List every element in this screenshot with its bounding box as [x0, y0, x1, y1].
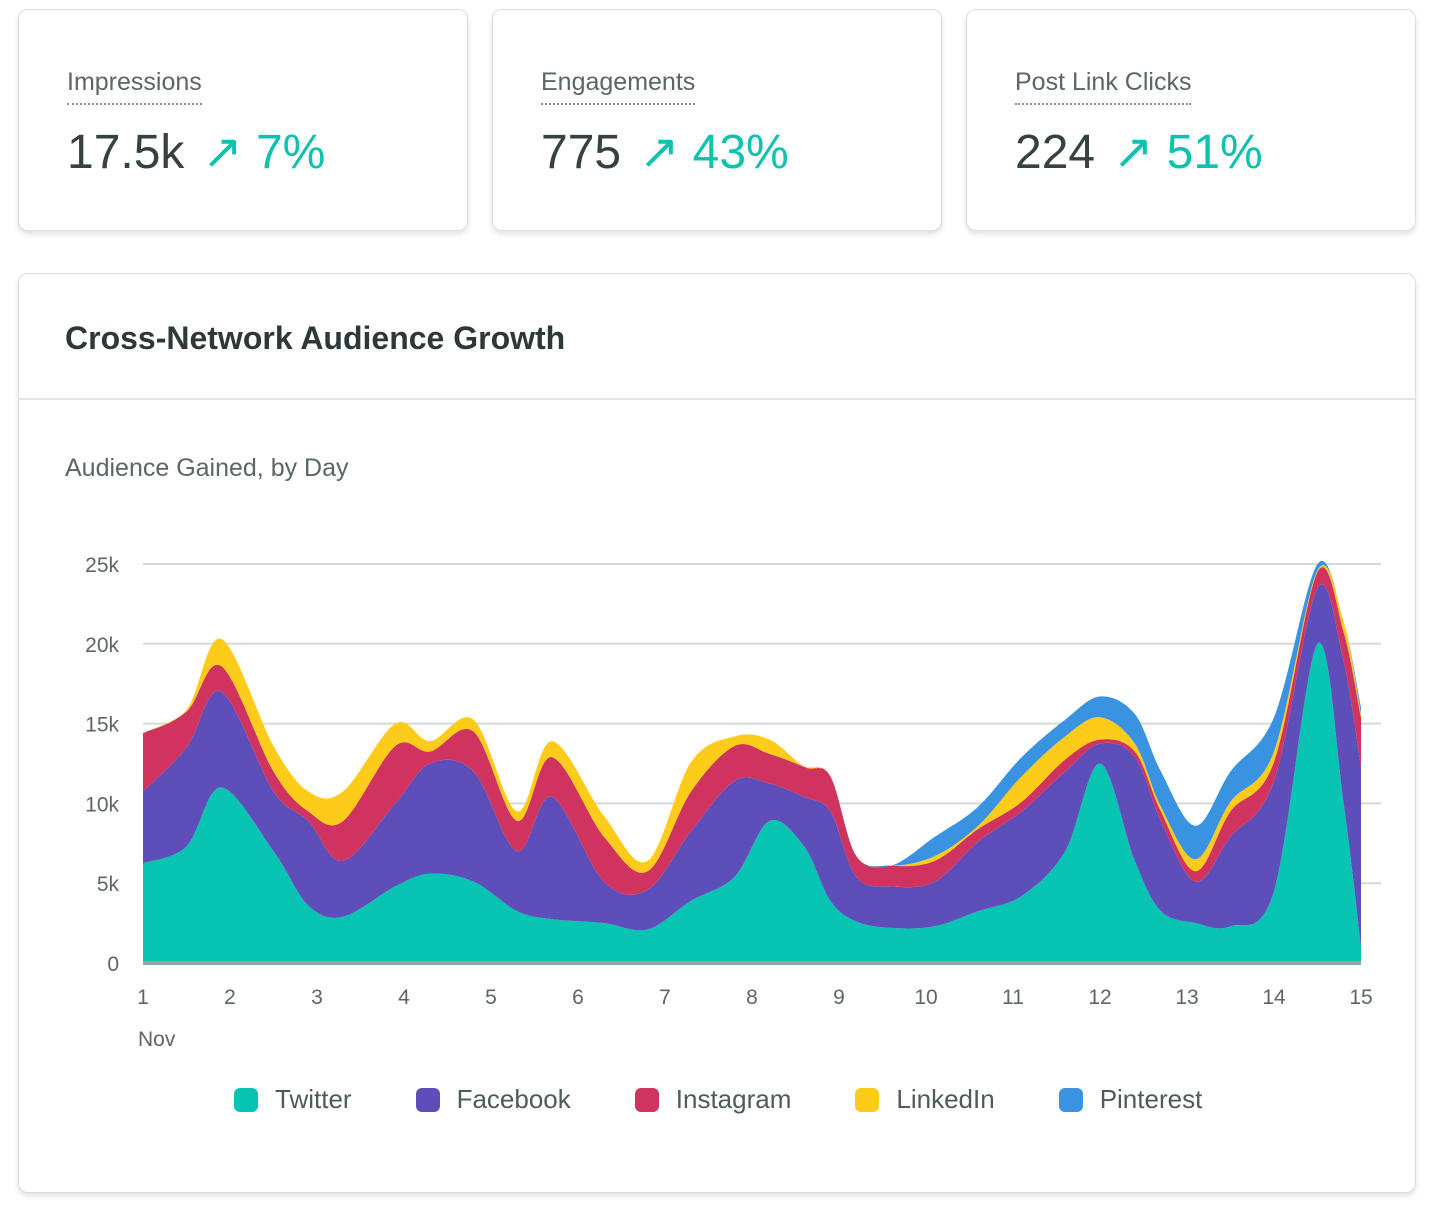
legend-label: Instagram	[675, 1084, 792, 1114]
x-tick-label: 3	[311, 986, 323, 1009]
y-tick-label: 10k	[85, 793, 119, 816]
y-tick-label: 15k	[85, 714, 119, 737]
metric-value: 775 ↗ 43%	[541, 124, 789, 180]
legend-item-twitter[interactable]: Twitter	[234, 1084, 352, 1115]
x-tick-label: 7	[659, 986, 671, 1009]
arrow-up-right-icon: ↗	[202, 126, 243, 179]
legend-label: Pinterest	[1099, 1084, 1203, 1114]
y-tick-label: 20k	[85, 634, 119, 657]
y-tick-label: 5k	[97, 873, 120, 896]
x-tick-label: 2	[224, 986, 236, 1009]
metric-value: 17.5k ↗ 7%	[67, 124, 325, 180]
metric-value: 224 ↗ 51%	[1015, 124, 1263, 180]
arrow-up-right-icon: ↗	[1113, 126, 1154, 179]
x-tick-label: 12	[1088, 986, 1111, 1009]
x-tick-label: 10	[914, 986, 937, 1009]
engagements-card: Engagements 775 ↗ 43%	[492, 9, 942, 231]
metric-delta: ↗ 51%	[1113, 126, 1263, 179]
metric-label[interactable]: Engagements	[541, 68, 696, 105]
legend-swatch	[234, 1087, 258, 1112]
metric-number: 17.5k	[67, 126, 185, 179]
area-pinterest	[143, 560, 1361, 868]
x-axis-label: Nov	[138, 1028, 176, 1051]
arrow-up-right-icon: ↗	[639, 126, 680, 179]
chart-subtitle: Audience Gained, by Day	[65, 454, 349, 482]
delta-percent: 7%	[255, 126, 326, 179]
metric-label[interactable]: Impressions	[67, 68, 202, 105]
legend-swatch	[634, 1087, 659, 1112]
y-tick-label: 0	[107, 953, 119, 976]
card-title: Cross-Network Audience Growth	[65, 320, 566, 356]
chart-legend: Twitter Facebook Instagram LinkedIn Pinteres…	[234, 1084, 1266, 1115]
x-tick-label: 9	[833, 986, 845, 1009]
legend-item-linkedin[interactable]: LinkedIn	[855, 1084, 995, 1115]
legend-swatch	[855, 1087, 880, 1112]
metric-number: 775	[541, 126, 622, 179]
impressions-card: Impressions 17.5k ↗ 7%	[18, 9, 468, 231]
legend-item-instagram[interactable]: Instagram	[634, 1084, 792, 1115]
legend-item-pinterest[interactable]: Pinterest	[1058, 1084, 1203, 1115]
metric-label[interactable]: Post Link Clicks	[1015, 68, 1192, 105]
delta-percent: 51%	[1166, 126, 1263, 179]
area-facebook	[143, 584, 1361, 948]
legend-swatch	[415, 1087, 440, 1112]
x-tick-label: 13	[1175, 986, 1198, 1009]
x-tick-label: 14	[1262, 986, 1286, 1009]
legend-label: Twitter	[275, 1084, 352, 1114]
metric-delta: ↗ 7%	[202, 126, 325, 179]
x-tick-label: 5	[485, 986, 497, 1009]
x-tick-label: 1	[137, 986, 149, 1009]
legend-label: Facebook	[456, 1084, 571, 1114]
x-tick-label: 11	[1002, 986, 1024, 1009]
metric-delta: ↗ 43%	[639, 126, 789, 179]
legend-item-facebook[interactable]: Facebook	[415, 1084, 571, 1115]
x-tick-label: 4	[398, 986, 410, 1009]
x-tick-label: 6	[572, 986, 584, 1009]
post-link-clicks-card: Post Link Clicks 224 ↗ 51%	[966, 9, 1416, 231]
legend-label: LinkedIn	[896, 1084, 995, 1114]
x-tick-label: 15	[1349, 986, 1372, 1009]
y-tick-label: 25k	[85, 554, 119, 577]
divider	[19, 398, 1415, 400]
metric-number: 224	[1015, 126, 1096, 179]
legend-swatch	[1058, 1087, 1083, 1112]
x-tick-label: 8	[746, 986, 758, 1009]
delta-percent: 43%	[692, 126, 789, 179]
audience-growth-card: Cross-Network Audience Growth Audience G…	[18, 273, 1416, 1193]
area-twitter	[143, 642, 1361, 963]
